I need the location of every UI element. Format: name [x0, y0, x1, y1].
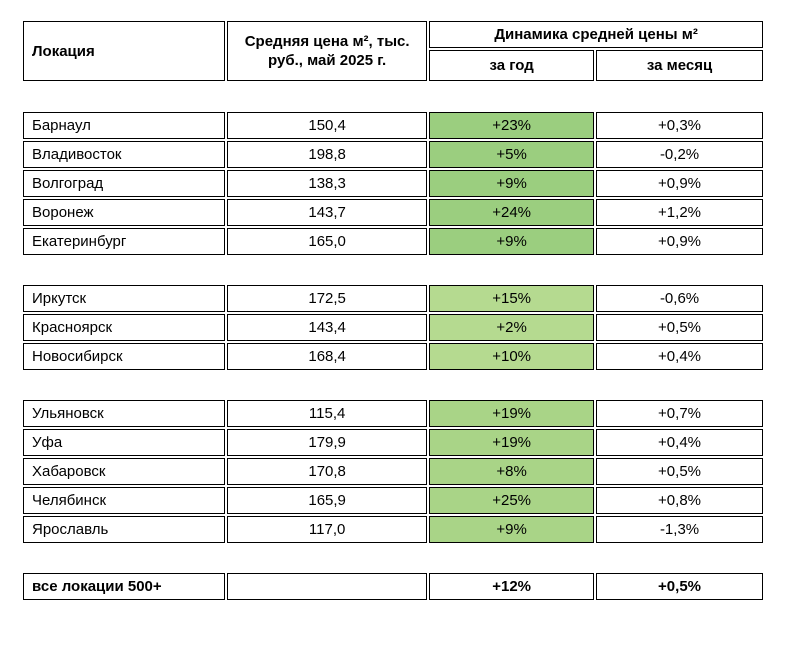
- yoy-change-cell: +23%: [429, 112, 595, 139]
- yoy-change-cell: +19%: [429, 429, 595, 456]
- table-row: Барнаул 150,4 +23% +0,3%: [23, 112, 763, 139]
- price-cell: 115,4: [227, 400, 428, 427]
- header-location: Локация: [23, 21, 226, 81]
- mom-change-cell: -0,6%: [596, 285, 763, 312]
- price-cell: 165,0: [227, 228, 428, 255]
- table-row: Уфа 179,9 +19% +0,4%: [23, 429, 763, 456]
- yoy-change-cell: +25%: [429, 487, 595, 514]
- price-cell: 143,4: [227, 314, 428, 341]
- yoy-change-cell: +9%: [429, 170, 595, 197]
- price-dynamics-table-page: Локация Средняя цена м², тыс. руб., май …: [21, 19, 765, 602]
- city-cell: Барнаул: [23, 112, 226, 139]
- yoy-change-cell: +15%: [429, 285, 595, 312]
- mom-change-cell: +0,8%: [596, 487, 763, 514]
- city-cell: Новосибирск: [23, 343, 226, 370]
- city-cell: Челябинск: [23, 487, 226, 514]
- price-cell: 179,9: [227, 429, 428, 456]
- table-row: Ульяновск 115,4 +19% +0,7%: [23, 400, 763, 427]
- table-row: Красноярск 143,4 +2% +0,5%: [23, 314, 763, 341]
- city-group-1: Барнаул 150,4 +23% +0,3% Владивосток 198…: [21, 110, 765, 257]
- price-cell: 138,3: [227, 170, 428, 197]
- header-per-year: за год: [429, 50, 595, 81]
- price-cell: 165,9: [227, 487, 428, 514]
- price-cell: 170,8: [227, 458, 428, 485]
- table-header: Локация Средняя цена м², тыс. руб., май …: [21, 19, 765, 83]
- city-cell: Ульяновск: [23, 400, 226, 427]
- table-row: Екатеринбург 165,0 +9% +0,9%: [23, 228, 763, 255]
- header-per-month: за месяц: [596, 50, 763, 81]
- header-dynamics: Динамика средней цены м²: [429, 21, 763, 48]
- city-cell: Хабаровск: [23, 458, 226, 485]
- price-cell: 143,7: [227, 199, 428, 226]
- mom-change-cell: -1,3%: [596, 516, 763, 543]
- table-row: все локации 500+ +12% +0,5%: [23, 573, 763, 600]
- city-cell: Иркутск: [23, 285, 226, 312]
- table-row: Ярославль 117,0 +9% -1,3%: [23, 516, 763, 543]
- city-cell: Ярославль: [23, 516, 226, 543]
- mom-change-cell: +0,4%: [596, 429, 763, 456]
- totals-price-cell: [227, 573, 428, 600]
- price-cell: 117,0: [227, 516, 428, 543]
- mom-change-cell: +0,3%: [596, 112, 763, 139]
- totals-row: все локации 500+ +12% +0,5%: [21, 571, 765, 602]
- mom-change-cell: +0,7%: [596, 400, 763, 427]
- totals-label: все локации 500+: [23, 573, 226, 600]
- mom-change-cell: +1,2%: [596, 199, 763, 226]
- yoy-change-cell: +2%: [429, 314, 595, 341]
- table-row: Воронеж 143,7 +24% +1,2%: [23, 199, 763, 226]
- city-cell: Волгоград: [23, 170, 226, 197]
- totals-yoy-cell: +12%: [429, 573, 595, 600]
- table-row: Челябинск 165,9 +25% +0,8%: [23, 487, 763, 514]
- price-cell: 172,5: [227, 285, 428, 312]
- table-row: Новосибирск 168,4 +10% +0,4%: [23, 343, 763, 370]
- yoy-change-cell: +10%: [429, 343, 595, 370]
- city-group-2: Иркутск 172,5 +15% -0,6% Красноярск 143,…: [21, 283, 765, 372]
- yoy-change-cell: +9%: [429, 228, 595, 255]
- mom-change-cell: +0,5%: [596, 314, 763, 341]
- price-cell: 198,8: [227, 141, 428, 168]
- yoy-change-cell: +9%: [429, 516, 595, 543]
- city-cell: Красноярск: [23, 314, 226, 341]
- yoy-change-cell: +24%: [429, 199, 595, 226]
- city-cell: Уфа: [23, 429, 226, 456]
- yoy-change-cell: +5%: [429, 141, 595, 168]
- mom-change-cell: +0,4%: [596, 343, 763, 370]
- table-row: Иркутск 172,5 +15% -0,6%: [23, 285, 763, 312]
- table-row: Хабаровск 170,8 +8% +0,5%: [23, 458, 763, 485]
- city-cell: Воронеж: [23, 199, 226, 226]
- yoy-change-cell: +19%: [429, 400, 595, 427]
- price-cell: 168,4: [227, 343, 428, 370]
- table-row: Волгоград 138,3 +9% +0,9%: [23, 170, 763, 197]
- mom-change-cell: +0,9%: [596, 170, 763, 197]
- price-cell: 150,4: [227, 112, 428, 139]
- totals-mom-cell: +0,5%: [596, 573, 763, 600]
- city-group-3: Ульяновск 115,4 +19% +0,7% Уфа 179,9 +19…: [21, 398, 765, 545]
- city-cell: Владивосток: [23, 141, 226, 168]
- header-avg-price: Средняя цена м², тыс. руб., май 2025 г.: [227, 21, 428, 81]
- city-cell: Екатеринбург: [23, 228, 226, 255]
- mom-change-cell: +0,5%: [596, 458, 763, 485]
- yoy-change-cell: +8%: [429, 458, 595, 485]
- table-row: Владивосток 198,8 +5% -0,2%: [23, 141, 763, 168]
- mom-change-cell: -0,2%: [596, 141, 763, 168]
- mom-change-cell: +0,9%: [596, 228, 763, 255]
